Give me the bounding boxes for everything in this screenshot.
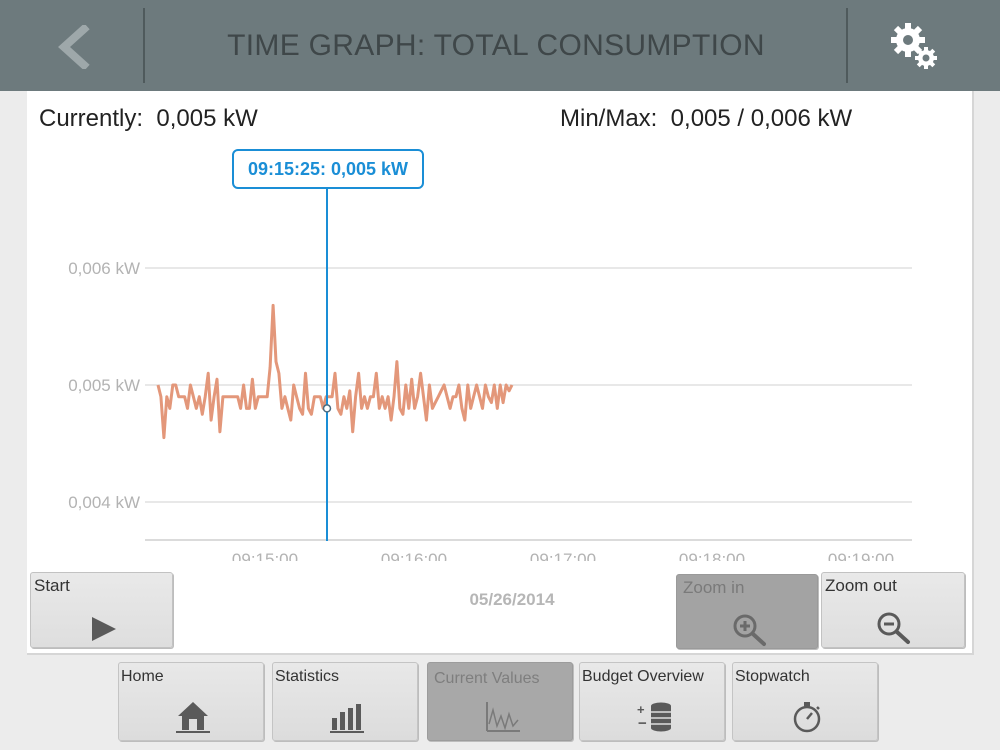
zoom-out-icon [877, 612, 910, 644]
zoom-in-icon [733, 614, 766, 646]
x-tick-label: 09:18:00 [679, 550, 745, 561]
y-tick-label: 0,006 kW [68, 259, 140, 278]
nav-stopwatch-label: Stopwatch [735, 668, 810, 685]
x-tick-label: 09:15:00 [232, 550, 298, 561]
zoom-in-label: Zoom in [683, 578, 745, 597]
nav-current-values-label: Current Values [434, 670, 540, 687]
zoom-in-button[interactable]: Zoom in [676, 574, 818, 649]
start-label: Start [34, 576, 70, 595]
zoom-out-label: Zoom out [825, 576, 897, 595]
x-tick-label: 09:17:00 [530, 550, 596, 561]
date-label: 05/26/2014 [469, 590, 555, 609]
nav-home-label: Home [121, 668, 164, 685]
stopwatch-icon [793, 702, 821, 733]
settings-button[interactable] [848, 0, 1000, 91]
play-icon [92, 617, 116, 641]
nav-budget-overview-button[interactable]: Budget Overview + − [579, 662, 725, 741]
nav-stopwatch-button[interactable]: Stopwatch [732, 662, 878, 741]
x-tick-label: 09:19:00 [828, 550, 894, 561]
gears-icon [891, 23, 937, 69]
start-button[interactable]: Start [30, 572, 173, 648]
nav-budget-overview-label: Budget Overview [582, 668, 704, 685]
nav-statistics-button[interactable]: Statistics [272, 662, 418, 741]
svg-text:+: + [637, 702, 645, 717]
nav-statistics-label: Statistics [275, 668, 340, 685]
cursor-point [322, 404, 332, 413]
graph-panel: Currently: 0,005 kW Min/Max: 0,005 / 0,0… [27, 91, 974, 655]
time-graph-chart[interactable]: 0,006 kW 0,005 kW 0,004 kW 09:15:00 09:16:0… [27, 91, 972, 561]
back-button[interactable] [0, 0, 144, 91]
consumption-series-line [156, 303, 514, 440]
bar-chart-icon [330, 704, 364, 733]
cursor-tooltip [232, 149, 424, 189]
current-value-readout: Currently: 0,005 kW [39, 105, 258, 132]
home-icon [176, 702, 210, 733]
nav-home-button[interactable]: Home [118, 662, 264, 741]
coins-icon: + − [637, 702, 671, 732]
cursor-tooltip-label: 09:15:25: 0,005 kW [248, 159, 408, 179]
nav-current-values-button[interactable]: Current Values [427, 662, 573, 741]
page-title: TIME GRAPH: TOTAL CONSUMPTION [227, 29, 765, 62]
y-tick-label: 0,004 kW [68, 493, 140, 512]
y-tick-label: 0,005 kW [68, 376, 140, 395]
x-tick-label: 09:16:00 [381, 550, 447, 561]
header-bar: TIME GRAPH: TOTAL CONSUMPTION [0, 0, 1000, 91]
svg-text:−: − [638, 715, 647, 732]
header-divider-right [846, 8, 848, 83]
header-divider-left [143, 8, 145, 83]
chevron-left-icon [58, 25, 90, 69]
zoom-out-button[interactable]: Zoom out [821, 572, 965, 648]
minmax-readout: Min/Max: 0,005 / 0,006 kW [560, 105, 853, 132]
line-chart-icon [486, 702, 520, 732]
